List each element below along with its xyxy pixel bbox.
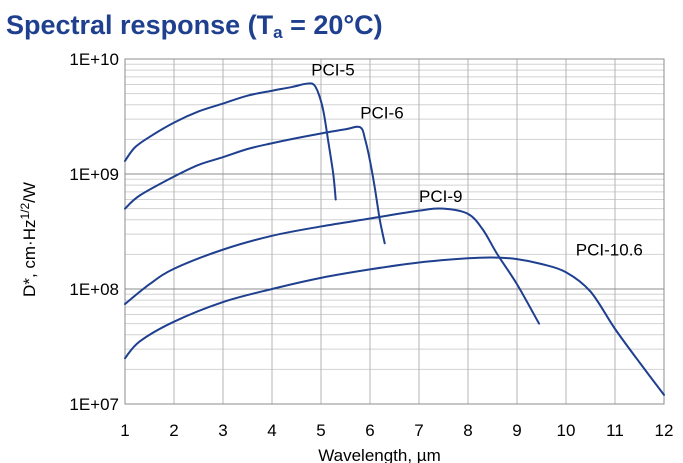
x-tick-label: 8 — [463, 421, 472, 440]
x-tick-label: 11 — [606, 421, 624, 440]
chart-title: Spectral response (Ta = 20°C) — [6, 8, 383, 50]
x-tick-label: 10 — [557, 421, 576, 440]
series-line-pci-5 — [124, 82, 337, 201]
y-tick-label: 1E+09 — [69, 165, 119, 184]
x-tick-label: 4 — [267, 421, 276, 440]
series-line-pci-6 — [124, 125, 386, 245]
series-line-pci-9 — [124, 207, 541, 325]
x-tick-label: 5 — [316, 421, 325, 440]
x-tick-label: 12 — [655, 421, 674, 440]
plot-frame — [124, 58, 665, 405]
axes-layer: 1 2 3 4 5 6 7 8 9 10 11 121E+071E+081E+091E+10Wavel… — [18, 50, 673, 463]
x-tick-label: 9 — [512, 421, 521, 440]
chart-title-end: = 20°C) — [282, 10, 383, 40]
x-tick-label: 7 — [414, 421, 423, 440]
y-tick-label: 1E+10 — [69, 50, 119, 69]
x-tick-label: 1 — [120, 421, 129, 440]
x-tick-label: 2 — [169, 421, 178, 440]
chart-title-subscript: a — [273, 23, 283, 42]
grid-layer — [124, 58, 665, 405]
label-layer: PCI-5 PCI-6 PCI-9 PCI-10.6 — [311, 60, 643, 259]
x-axis-label: Wavelength, µm — [318, 446, 441, 463]
series-label-pci-10-6: PCI-10.6 — [576, 241, 643, 260]
series-label-pci-6: PCI-6 — [360, 103, 403, 122]
series-label-pci-5: PCI-5 — [311, 60, 354, 79]
series-line-pci-10-6 — [124, 256, 665, 396]
y-tick-label: 1E+07 — [69, 395, 119, 414]
series-label-pci-9: PCI-9 — [419, 187, 462, 206]
series-layer — [124, 82, 665, 396]
x-tick-label: 6 — [365, 421, 374, 440]
y-axis-label: D*, cm·Hz1/2/W — [18, 182, 39, 297]
y-tick-label: 1E+08 — [69, 280, 119, 299]
x-tick-label: 3 — [218, 421, 227, 440]
chart-title-main: Spectral response (T — [6, 10, 274, 40]
